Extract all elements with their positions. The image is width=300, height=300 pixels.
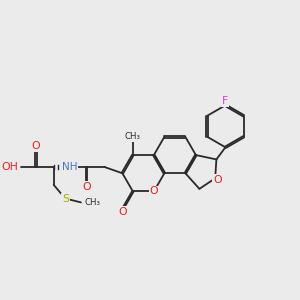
Text: F: F [222,96,229,106]
Text: NH: NH [62,162,77,172]
Text: CH₃: CH₃ [125,132,141,141]
Text: OH: OH [1,162,18,172]
Text: CH₃: CH₃ [84,198,100,207]
Text: S: S [62,194,69,203]
Text: O: O [82,182,91,192]
Text: O: O [150,186,158,197]
Text: O: O [32,141,40,152]
Text: O: O [118,207,127,217]
Text: O: O [213,175,222,185]
